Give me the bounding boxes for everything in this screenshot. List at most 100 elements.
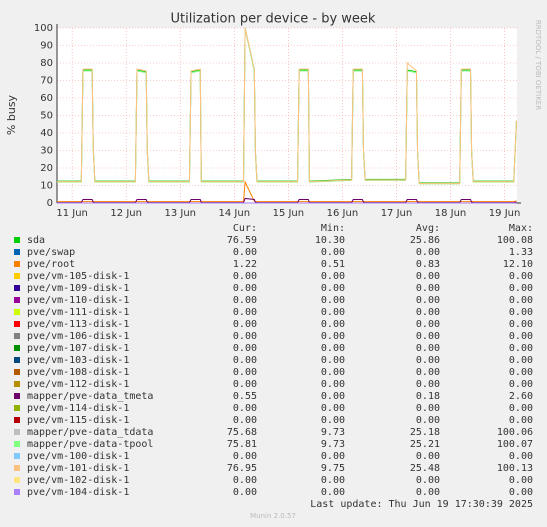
legend-stat: 0.00: [321, 271, 345, 282]
legend-stat: 0.00: [509, 331, 533, 342]
legend-stat: 0.00: [509, 355, 533, 366]
legend-stat: 0.00: [509, 379, 533, 390]
legend-stat: 0.55: [233, 391, 257, 402]
y-tick-label: 0: [47, 198, 53, 209]
legend-stat: 0.00: [509, 307, 533, 318]
legend-label: pve/root: [27, 259, 75, 270]
legend-stat: 0.00: [233, 451, 257, 462]
legend-label: pve/vm-110-disk-1: [27, 295, 129, 306]
legend-stat: 0.00: [233, 319, 257, 330]
y-tick-label: 30: [40, 146, 53, 157]
legend-stat: 0.00: [509, 319, 533, 330]
legend-label: pve/vm-108-disk-1: [27, 367, 129, 378]
x-tick-label: 15 Jun: [273, 208, 305, 219]
legend-stat: 1.33: [509, 247, 533, 258]
legend-stat: 0.00: [233, 379, 257, 390]
legend-stat: 0.00: [233, 331, 257, 342]
legend-stat: 0.00: [416, 271, 440, 282]
last-update: Last update: Thu Jun 19 17:30:39 2025: [310, 499, 533, 510]
y-tick-label: 70: [40, 76, 53, 87]
legend-stat: 0.83: [416, 259, 440, 270]
legend-label: pve/swap: [27, 247, 75, 258]
legend-stat: 0.00: [321, 331, 345, 342]
y-tick-label: 50: [40, 111, 53, 122]
legend-stat: 0.00: [416, 307, 440, 318]
legend-swatch: [14, 489, 20, 495]
y-tick-label: 100: [34, 23, 53, 34]
legend-swatch: [14, 453, 20, 459]
plot-area: [57, 28, 517, 203]
legend-stat: 0.00: [416, 343, 440, 354]
legend-stat: 0.00: [233, 415, 257, 426]
legend-swatch: [14, 393, 20, 399]
legend-label: pve/vm-114-disk-1: [27, 403, 129, 414]
legend-stat: 0.00: [416, 295, 440, 306]
footer: Munin 2.0.57: [250, 512, 296, 520]
legend-stat: 0.00: [416, 331, 440, 342]
x-tick-label: 17 Jun: [381, 208, 413, 219]
legend-stat: 75.68: [227, 427, 257, 438]
legend-swatch: [14, 417, 20, 423]
legend-label: pve/vm-100-disk-1: [27, 451, 129, 462]
x-tick-label: 19 Jun: [489, 208, 521, 219]
legend-stat: 0.00: [233, 487, 257, 498]
legend-swatch: [14, 429, 20, 435]
legend-stat: 0.00: [321, 391, 345, 402]
legend-label: pve/vm-105-disk-1: [27, 271, 129, 282]
legend-stat: 0.00: [321, 247, 345, 258]
legend-stat: 0.00: [321, 415, 345, 426]
legend-stat: 0.00: [233, 295, 257, 306]
legend-stat: 0.00: [416, 355, 440, 366]
legend-swatch: [14, 261, 20, 267]
x-tick-label: 13 Jun: [164, 208, 196, 219]
legend-stat: 0.00: [321, 367, 345, 378]
y-tick-label: 40: [40, 128, 53, 139]
x-tick-label: 14 Jun: [219, 208, 251, 219]
legend-swatch: [14, 273, 20, 279]
legend-stat: 100.08: [497, 235, 533, 246]
legend-stat: 25.18: [410, 427, 440, 438]
legend-label: pve/vm-106-disk-1: [27, 331, 129, 342]
legend-stat: 0.00: [509, 475, 533, 486]
legend-stat: 25.48: [410, 463, 440, 474]
legend-swatch: [14, 345, 20, 351]
legend-label: mapper/pve-data-tpool: [27, 439, 153, 450]
legend-stat: 0.00: [233, 247, 257, 258]
legend-stat: 100.07: [497, 439, 533, 450]
legend-stat: 0.00: [321, 343, 345, 354]
legend-stat: 0.00: [509, 343, 533, 354]
legend-stat: 0.00: [416, 451, 440, 462]
legend-swatch: [14, 369, 20, 375]
legend-stat: 0.00: [321, 295, 345, 306]
legend-header: Cur:: [233, 223, 257, 234]
legend-stat: 0.00: [509, 271, 533, 282]
legend-stat: 0.00: [416, 415, 440, 426]
legend-stat: 76.59: [227, 235, 257, 246]
legend-stat: 10.30: [315, 235, 345, 246]
legend-stat: 0.00: [321, 403, 345, 414]
chart-title: Utilization per device - by week: [171, 12, 376, 27]
legend-stat: 0.00: [321, 319, 345, 330]
legend-swatch: [14, 237, 20, 243]
legend-stat: 0.00: [509, 295, 533, 306]
legend-stat: 0.00: [233, 271, 257, 282]
legend-stat: 9.75: [321, 463, 345, 474]
legend-stat: 0.00: [416, 379, 440, 390]
legend-stat: 0.00: [321, 475, 345, 486]
legend-stat: 1.22: [233, 259, 257, 270]
legend-stat: 75.81: [227, 439, 257, 450]
y-tick-label: 10: [40, 181, 53, 192]
legend-swatch: [14, 357, 20, 363]
legend-label: pve/vm-111-disk-1: [27, 307, 129, 318]
legend-stat: 0.00: [509, 403, 533, 414]
legend-stat: 0.00: [321, 379, 345, 390]
legend-stat: 0.00: [416, 247, 440, 258]
series-line: [57, 27, 517, 184]
legend-stat: 0.00: [233, 355, 257, 366]
legend-swatch: [14, 249, 20, 255]
legend-stat: 0.00: [321, 451, 345, 462]
legend-stat: 0.00: [509, 415, 533, 426]
legend-swatch: [14, 441, 20, 447]
legend-stat: 2.60: [509, 391, 533, 402]
